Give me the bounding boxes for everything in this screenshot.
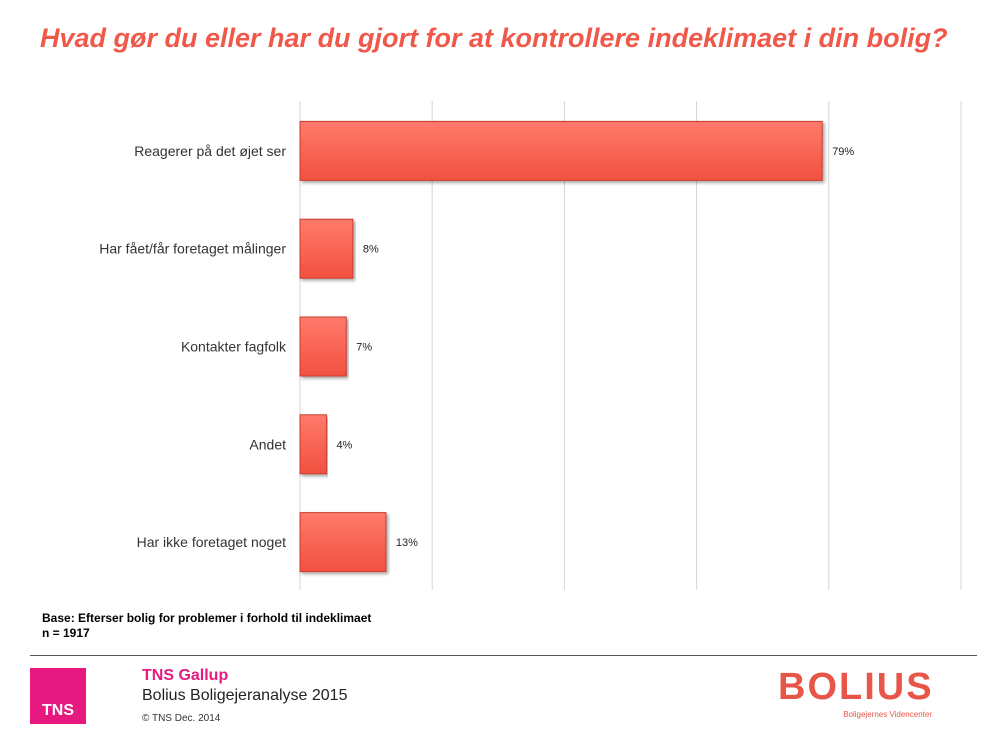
sample-size: n = 1917 [42, 626, 90, 640]
base-note: Base: Efterser bolig for problemer i for… [42, 611, 371, 641]
company-name: TNS Gallup [142, 667, 229, 684]
value-label: 7% [356, 342, 372, 354]
tns-logo-text: TNS [42, 702, 74, 719]
bars [299, 120, 823, 573]
bolius-wordmark: BOLIUS [778, 666, 934, 708]
value-label: 79% [832, 146, 854, 158]
bar [299, 512, 387, 573]
study-name: Bolius Boligejeranalyse 2015 [142, 687, 348, 704]
gridlines [299, 101, 962, 590]
bar [299, 218, 354, 279]
category-label: Andet [249, 436, 286, 452]
value-label: 8% [363, 244, 379, 256]
category-labels: Reagerer på det øjet ser Har fået/får for… [99, 143, 287, 550]
bar-chart: Reagerer på det øjet ser Har fået/får for… [99, 101, 962, 590]
bolius-logo: BOLIUS Boligejernes Videncenter [778, 666, 950, 719]
bar [299, 120, 823, 181]
category-label: Har fået/får foretaget målinger [99, 241, 286, 257]
chart-title: Hvad gør du eller har du gjort for at ko… [40, 23, 948, 53]
bolius-tagline: Boligejernes Videncenter [843, 710, 932, 719]
value-label: 4% [336, 439, 352, 451]
value-label: 13% [396, 537, 418, 549]
base-description: Base: Efterser bolig for problemer i for… [42, 611, 372, 625]
category-label: Kontakter fagfolk [181, 339, 287, 355]
category-label: Har ikke foretaget noget [137, 534, 287, 550]
value-labels: 79% 8% 7% 4% 13% [336, 146, 854, 549]
bar [299, 414, 327, 475]
category-label: Reagerer på det øjet ser [134, 143, 286, 159]
copyright: © TNS Dec. 2014 [142, 713, 221, 724]
footer-divider [30, 655, 977, 656]
tns-logo: TNS [30, 668, 86, 724]
bar [299, 316, 347, 377]
